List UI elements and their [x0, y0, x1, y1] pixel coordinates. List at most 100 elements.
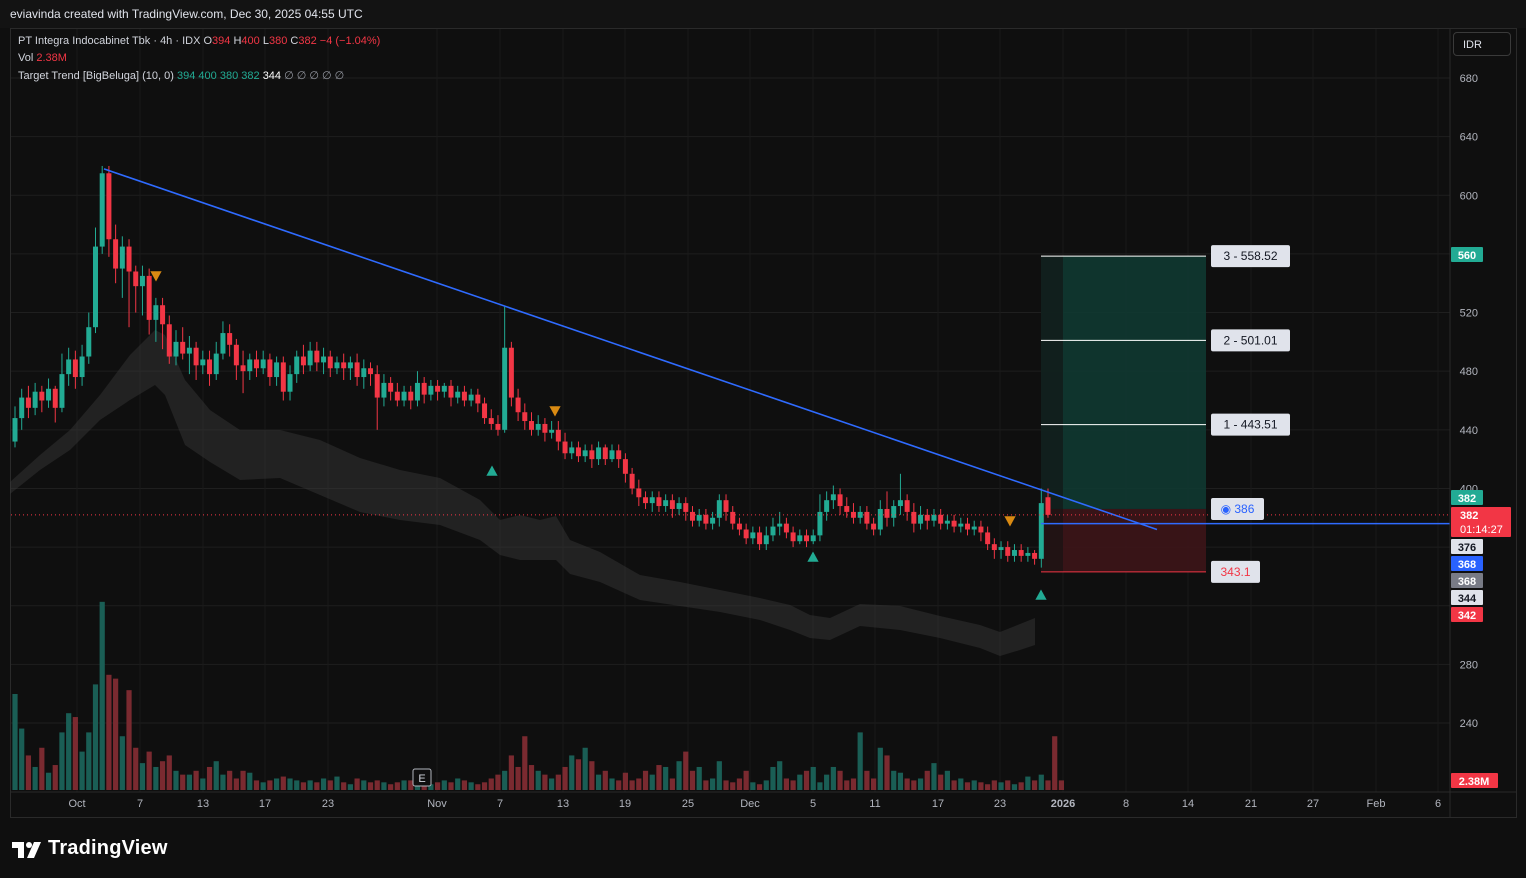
price-tick-label: 600 — [1460, 190, 1478, 202]
candle — [562, 432, 568, 460]
candle — [139, 265, 145, 316]
candle — [146, 268, 152, 335]
candle-body — [589, 450, 595, 460]
volume-bar — [166, 755, 172, 790]
candle — [253, 350, 259, 378]
candle — [307, 341, 313, 372]
volume-label[interactable]: Vol — [18, 52, 34, 64]
candle — [475, 388, 481, 413]
candle — [314, 341, 320, 372]
grid-lines — [11, 29, 1450, 792]
candle — [160, 297, 166, 350]
price-tag-344-text: 344 — [1458, 593, 1477, 605]
candle — [575, 441, 581, 463]
candle-body — [535, 423, 541, 430]
candle-body — [314, 350, 320, 363]
candle — [676, 497, 682, 515]
volume-bar — [253, 780, 260, 790]
volume-bar — [213, 761, 219, 790]
candle — [777, 511, 783, 536]
volume-bar — [542, 774, 548, 790]
candle-body — [757, 532, 763, 545]
price-axis: 680640600560520480440400280240 — [1460, 73, 1478, 730]
indicator-name[interactable]: Target Trend [BigBeluga] (10, 0) — [18, 70, 174, 82]
candle-body — [287, 374, 293, 392]
candle-body — [166, 324, 172, 357]
time-tick-label: Feb — [1367, 798, 1386, 810]
volume-bar — [468, 782, 474, 790]
price-tick-label: 280 — [1460, 659, 1478, 671]
indicator-value-5: 344 — [262, 70, 282, 82]
price-tag-current-bg — [1451, 507, 1511, 537]
volume-bar — [750, 782, 756, 790]
volume-bar — [173, 770, 179, 790]
volume-bar — [917, 778, 924, 790]
volume-bar — [394, 782, 400, 790]
candle-body — [850, 511, 856, 518]
price-tag-368-blue-bg — [1451, 556, 1483, 571]
candle — [884, 491, 890, 527]
volume-bar — [455, 778, 461, 790]
candle — [408, 385, 414, 410]
candle-body — [146, 275, 152, 320]
candle — [166, 315, 172, 364]
volume-bar — [629, 780, 635, 790]
candle — [918, 506, 924, 530]
candle — [810, 529, 816, 545]
candle-body — [334, 362, 340, 369]
candle-body — [804, 535, 810, 542]
buy-signal-icon — [485, 464, 499, 477]
price-tick-label: 640 — [1460, 132, 1478, 144]
candle-body — [220, 333, 226, 354]
stop-label-text: 343.1 — [1220, 565, 1250, 579]
price-tag-560: 560 — [1451, 247, 1483, 262]
candle-body — [871, 523, 877, 530]
candle-body — [716, 500, 722, 518]
volume-bar — [240, 770, 246, 790]
candle — [321, 347, 327, 375]
candle — [233, 338, 239, 380]
candle — [207, 350, 213, 386]
candle — [32, 382, 38, 416]
volume-bar — [39, 747, 45, 790]
candle — [1032, 550, 1038, 565]
candle-body — [213, 353, 219, 375]
candle — [716, 494, 722, 527]
price-tag-344-bg — [1451, 590, 1483, 605]
candle-body — [428, 385, 434, 395]
symbol-title[interactable]: PT Integra Indocabinet Tbk · 4h · IDX — [18, 35, 201, 47]
candle — [334, 356, 340, 375]
target-2-label: 2 - 501.01 — [1211, 329, 1290, 352]
candle-body — [1025, 552, 1031, 556]
buy-signal-icon — [1034, 588, 1048, 601]
stop-zone — [1041, 508, 1206, 572]
candle — [1018, 544, 1024, 562]
candle — [636, 479, 642, 507]
volume-bar — [12, 694, 18, 790]
volume-bar — [810, 766, 816, 790]
top-bar: eviavinda created with TradingView.com, … — [0, 0, 1526, 28]
candle — [381, 374, 387, 407]
target-3-label: 3 - 558.52 — [1211, 245, 1290, 268]
volume-bar — [307, 780, 313, 790]
candle — [361, 359, 367, 389]
candle-body — [602, 447, 608, 460]
candle-body — [186, 347, 192, 354]
candle — [1025, 547, 1031, 562]
indicator-value-3: 380 — [219, 70, 239, 82]
candle-body — [944, 520, 950, 524]
candle-body — [636, 488, 642, 498]
candle — [596, 441, 602, 465]
candle — [736, 517, 742, 536]
indicator-value-1: 394 — [177, 70, 196, 82]
candle — [629, 467, 635, 495]
volume-bar — [864, 770, 870, 790]
currency-button[interactable]: IDR — [1453, 32, 1511, 56]
candle — [173, 330, 179, 366]
candle-body — [160, 305, 166, 325]
price-tag-current: 382 01:14:27 — [1451, 507, 1511, 537]
candle-body — [401, 391, 407, 401]
volume-bar — [575, 759, 582, 790]
candle — [468, 388, 474, 407]
